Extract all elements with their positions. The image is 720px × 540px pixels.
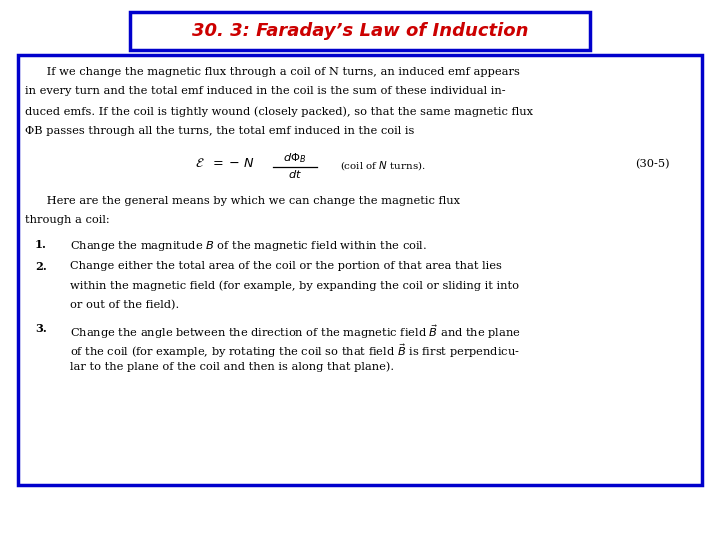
Text: through a coil:: through a coil: (25, 215, 109, 225)
Text: Change the angle between the direction of the magnetic field $\vec{B}$ and the p: Change the angle between the direction o… (70, 323, 521, 341)
Text: 2.: 2. (35, 261, 47, 272)
Text: Change the magnitude $B$ of the magnetic field within the coil.: Change the magnitude $B$ of the magnetic… (70, 239, 427, 253)
FancyBboxPatch shape (18, 55, 702, 485)
Text: lar to the plane of the coil and then is along that plane).: lar to the plane of the coil and then is… (70, 362, 394, 373)
Text: ΦB passes through all the turns, the total emf induced in the coil is: ΦB passes through all the turns, the tot… (25, 125, 415, 136)
Text: duced emfs. If the coil is tightly wound (closely packed), so that the same magn: duced emfs. If the coil is tightly wound… (25, 106, 533, 117)
Text: If we change the magnetic flux through a coil of N turns, an induced emf appears: If we change the magnetic flux through a… (25, 67, 520, 77)
Text: 1.: 1. (35, 239, 47, 250)
Text: of the coil (for example, by rotating the coil so that field $\vec{B}$ is first : of the coil (for example, by rotating th… (70, 342, 520, 360)
Text: $dt$: $dt$ (288, 168, 302, 180)
Text: within the magnetic field (for example, by expanding the coil or sliding it into: within the magnetic field (for example, … (70, 281, 519, 292)
Text: 3.: 3. (35, 323, 47, 334)
Text: or out of the field).: or out of the field). (70, 300, 179, 310)
Text: in every turn and the total emf induced in the coil is the sum of these individu: in every turn and the total emf induced … (25, 86, 505, 97)
Text: (coil of $N$ turns).: (coil of $N$ turns). (340, 159, 426, 172)
Text: Here are the general means by which we can change the magnetic flux: Here are the general means by which we c… (25, 196, 460, 206)
Text: $\mathcal{E}$: $\mathcal{E}$ (195, 157, 204, 170)
Text: $= -\,N$: $= -\,N$ (210, 157, 255, 170)
FancyBboxPatch shape (130, 12, 590, 50)
Text: (30-5): (30-5) (635, 159, 670, 170)
Text: Change either the total area of the coil or the portion of that area that lies: Change either the total area of the coil… (70, 261, 502, 272)
Text: $d\Phi_B$: $d\Phi_B$ (284, 151, 307, 165)
Text: 30. 3: Faraday’s Law of Induction: 30. 3: Faraday’s Law of Induction (192, 22, 528, 40)
